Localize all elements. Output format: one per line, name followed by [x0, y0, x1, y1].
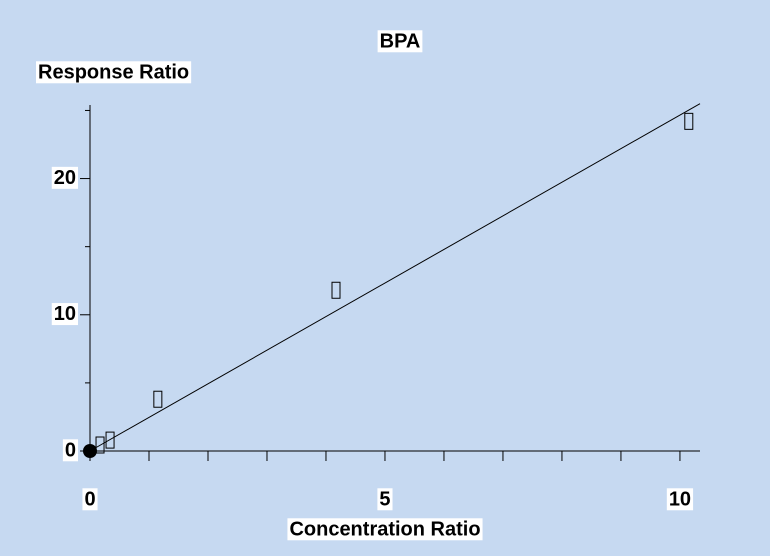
label-box [287, 518, 483, 541]
x-tick-label: 5 [379, 488, 390, 510]
label-box [377, 488, 393, 511]
point [153, 390, 163, 408]
y-tick-label: 20 [54, 167, 76, 189]
label-box [36, 61, 192, 84]
x-tick-label: 10 [669, 488, 691, 510]
y-tick-label: 10 [54, 303, 76, 325]
fit-line [89, 103, 701, 452]
y-axis-label: Response Ratio [38, 61, 189, 83]
x-axis-label: Concentration Ratio [289, 518, 480, 540]
label-box [377, 30, 423, 53]
chart-title: BPA [380, 30, 421, 52]
plot [80, 103, 701, 461]
point [684, 112, 694, 130]
point [331, 281, 341, 299]
label-box [51, 303, 78, 326]
y-tick-label: 0 [65, 439, 76, 461]
point [105, 431, 115, 449]
label-box [82, 488, 98, 511]
origin-point [83, 444, 97, 458]
x-tick-label: 0 [84, 488, 95, 510]
label-box [666, 488, 694, 511]
label-box [62, 439, 78, 462]
point [95, 436, 105, 454]
label-box [51, 166, 78, 189]
